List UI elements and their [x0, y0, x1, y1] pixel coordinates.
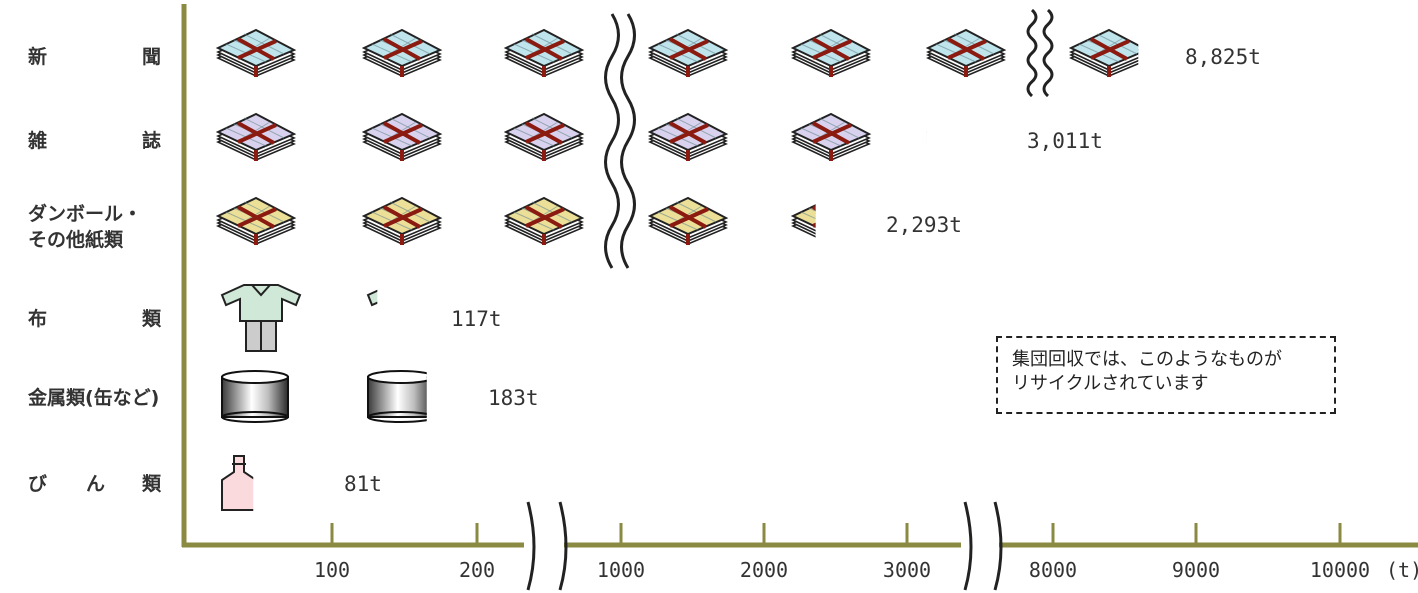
x-tick-label: 3000 [883, 558, 931, 582]
value-label: 183t [488, 386, 539, 410]
x-tick-label: 2000 [740, 558, 788, 582]
x-axis-break-mark [558, 501, 568, 591]
x-tick-label: 100 [314, 558, 350, 582]
newspaper-bundle-icon-mark [362, 28, 443, 77]
value-label: 81t [344, 472, 382, 496]
category-label: び [28, 473, 47, 495]
metal-can-icon-mark [221, 370, 289, 423]
cloth-shirt-icon-mark [366, 289, 378, 307]
value-label: 3,011t [1027, 129, 1103, 153]
x-tick-label: 1000 [597, 558, 645, 582]
x-tick-label: 10000 [1310, 558, 1370, 582]
metal-can-icon-mark [367, 370, 427, 423]
annotation-line-2: リサイクルされています [1012, 373, 1209, 394]
x-axis-break-mark [993, 501, 1003, 591]
annotation-box: 集団回収では、このようなものが リサイクルされています [996, 336, 1336, 414]
x-tick-label: 200 [459, 558, 495, 582]
category-label: その他紙類 [28, 228, 124, 251]
annotation-line-1: 集団回収では、このようなものが [1012, 349, 1282, 370]
value-label: 8,825t [1185, 45, 1261, 69]
magazine-bundle-icon-mark [791, 112, 872, 161]
category-label: 聞 [142, 46, 161, 68]
category-label: 新 [28, 45, 47, 68]
magazine-bundle-icon-mark [216, 112, 297, 161]
magazine-bundle-icon-mark [504, 112, 585, 161]
x-axis-break-mark [526, 501, 536, 591]
category-label: 金属類(缶など) [27, 386, 159, 409]
x-tick-label: 9000 [1172, 558, 1220, 582]
category-label: 布 [28, 307, 47, 330]
newspaper-bundle-icon-mark [504, 28, 585, 77]
axis-break-mark [604, 13, 620, 269]
category-label: 類 [141, 473, 162, 495]
newspaper-bundle-icon-mark [791, 28, 872, 77]
axis-break-mark [620, 13, 636, 269]
cardboard-bundle-icon-mark [362, 196, 443, 245]
category-label: 誌 [142, 129, 161, 152]
value-label: 117t [451, 307, 502, 331]
cardboard-bundle-icon-mark [648, 196, 729, 245]
magazine-bundle-icon-mark [926, 131, 927, 143]
x-unit-label: (t) [1386, 558, 1418, 582]
x-axis-break-mark [963, 501, 973, 591]
category-label: 雑 [27, 129, 47, 152]
newspaper-bundle-icon-mark [216, 28, 297, 77]
cardboard-bundle-icon-mark [791, 204, 816, 238]
axis-break-mark [1026, 8, 1038, 98]
magazine-bundle-icon-mark [362, 112, 443, 161]
cardboard-bundle-icon-mark [216, 196, 297, 245]
cloth-shirt-icon-mark [220, 284, 302, 352]
newspaper-bundle-icon-mark [1069, 28, 1139, 77]
magazine-bundle-icon-mark [648, 112, 729, 161]
cardboard-bundle-icon-mark [504, 196, 585, 245]
newspaper-bundle-icon-mark [926, 28, 1007, 77]
category-label: ダンボール・ [28, 202, 142, 225]
category-label: ん [86, 473, 105, 495]
newspaper-bundle-icon-mark [648, 28, 729, 77]
category-label: 類 [141, 308, 162, 330]
x-tick-label: 8000 [1029, 558, 1077, 582]
value-label: 2,293t [886, 213, 962, 237]
glass-bottle-icon-mark [221, 455, 254, 511]
axis-break-mark [1042, 8, 1054, 98]
